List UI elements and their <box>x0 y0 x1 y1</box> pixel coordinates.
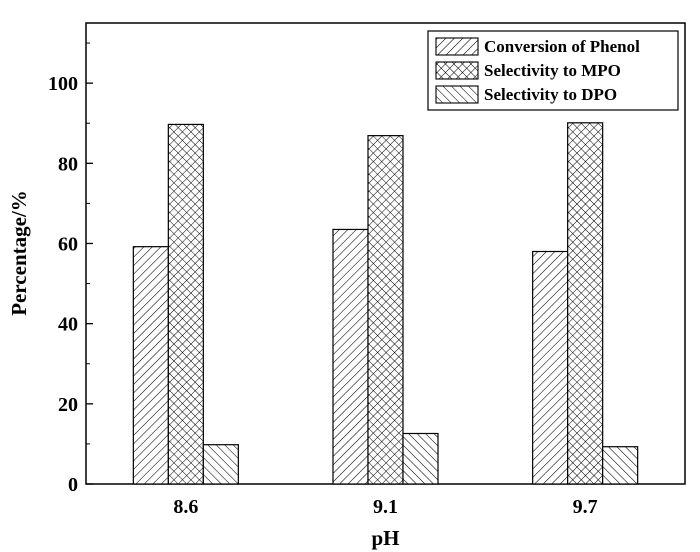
x-tick-label: 9.7 <box>573 496 598 518</box>
x-tick-label: 8.6 <box>173 496 198 518</box>
y-tick-label: 100 <box>48 73 78 95</box>
x-tick-label: 9.1 <box>373 496 398 518</box>
legend-label: Selectivity to DPO <box>484 85 617 104</box>
x-axis-title: pH <box>371 526 399 550</box>
bar-selectivity-to-mpo-9-7 <box>567 122 604 485</box>
bar-selectivity-to-mpo-8-6 <box>167 123 204 485</box>
legend-swatch <box>435 37 479 56</box>
bar-selectivity-to-dpo-8-6 <box>202 444 239 485</box>
bar-selectivity-to-mpo-9-1 <box>367 135 404 485</box>
legend-swatch <box>435 61 479 80</box>
bar-conversion-of-phenol-8-6 <box>132 246 169 485</box>
bar-conversion-of-phenol-9-7 <box>532 250 569 485</box>
bar-selectivity-to-dpo-9-1 <box>402 432 439 485</box>
legend: Conversion of Phenol Selectivity to MPO Se… <box>427 30 679 111</box>
bars <box>132 122 639 485</box>
y-tick-label: 20 <box>58 394 78 416</box>
legend-label: Selectivity to MPO <box>484 61 621 80</box>
bar-selectivity-to-dpo-9-7 <box>602 446 639 485</box>
y-axis-title: Percentage/% <box>7 190 31 316</box>
y-tick-label: 40 <box>58 314 78 336</box>
legend-swatch <box>435 85 479 104</box>
y-tick-label: 0 <box>68 474 78 496</box>
legend-label: Conversion of Phenol <box>484 37 640 56</box>
y-axis: 0 20 40 60 80 100 <box>48 42 93 496</box>
y-tick-label: 80 <box>58 153 78 175</box>
bar-conversion-of-phenol-9-1 <box>332 228 369 485</box>
y-tick-label: 60 <box>58 233 78 255</box>
